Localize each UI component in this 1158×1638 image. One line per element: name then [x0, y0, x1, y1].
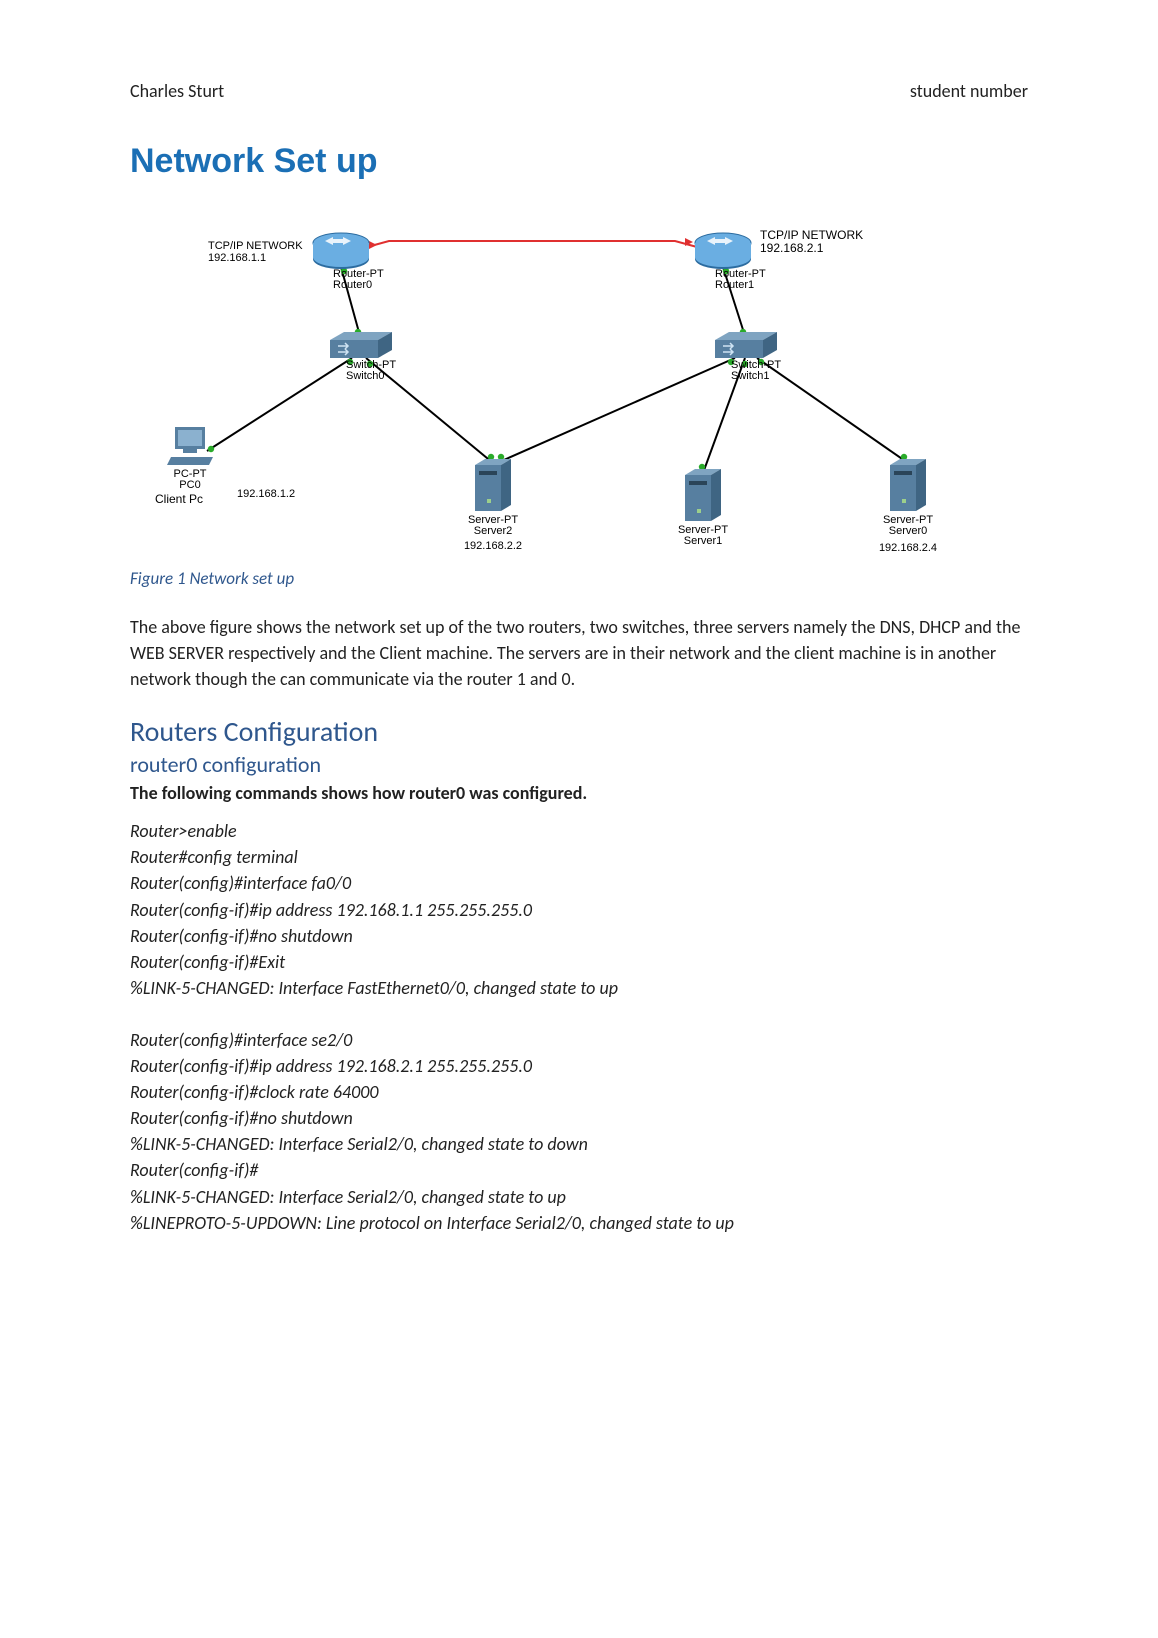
config-block-2: Router(config)#interface se2/0Router(con…: [130, 1027, 1028, 1236]
svg-text:Server0: Server0: [889, 525, 928, 537]
subsection-heading: router0 configuration: [130, 751, 1028, 778]
config-line: %LINK-5-CHANGED: Interface Serial2/0, ch…: [130, 1184, 1028, 1210]
config-line: Router(config-if)#no shutdown: [130, 923, 1028, 949]
page-title: Network Set up: [130, 142, 1028, 181]
svg-text:192.168.2.1: 192.168.2.1: [760, 241, 824, 255]
config-line: Router(config-if)#clock rate 64000: [130, 1079, 1028, 1105]
config-line: Router(config)#interface se2/0: [130, 1027, 1028, 1053]
config-line: %LINEPROTO-5-UPDOWN: Line protocol on In…: [130, 1210, 1028, 1236]
config-line: Router(config-if)#Exit: [130, 949, 1028, 975]
config-line: Router(config-if)#ip address 192.168.1.1…: [130, 897, 1028, 923]
page-header: Charles Sturt student number: [130, 80, 1028, 102]
svg-text:Router1: Router1: [715, 279, 754, 291]
config-spacer: [130, 1001, 1028, 1027]
config-intro: The following commands shows how router0…: [130, 782, 1028, 804]
figure-1: TCP/IP NETWORK192.168.1.1TCP/IP NETWORK1…: [130, 211, 1028, 589]
svg-text:192.168.1.1: 192.168.1.1: [208, 252, 266, 264]
config-line: Router(config-if)#ip address 192.168.2.1…: [130, 1053, 1028, 1079]
config-line: Router>enable: [130, 818, 1028, 844]
network-diagram: TCP/IP NETWORK192.168.1.1TCP/IP NETWORK1…: [130, 211, 1025, 556]
header-right: student number: [910, 80, 1028, 102]
config-block-1: Router>enableRouter#config terminalRoute…: [130, 818, 1028, 1001]
svg-text:Server1: Server1: [684, 535, 723, 547]
intro-paragraph: The above figure shows the network set u…: [130, 614, 1028, 692]
svg-text:Router0: Router0: [333, 279, 372, 291]
config-line: %LINK-5-CHANGED: Interface Serial2/0, ch…: [130, 1131, 1028, 1157]
config-line: Router(config-if)#: [130, 1157, 1028, 1183]
config-line: Router#config terminal: [130, 844, 1028, 870]
page: Charles Sturt student number Network Set…: [0, 0, 1158, 1638]
svg-text:192.168.2.4: 192.168.2.4: [879, 542, 937, 554]
svg-text:Client Pc: Client Pc: [155, 492, 203, 506]
svg-text:TCP/IP NETWORK: TCP/IP NETWORK: [760, 228, 863, 242]
svg-text:192.168.2.2: 192.168.2.2: [464, 540, 522, 552]
svg-text:Switch0: Switch0: [346, 370, 385, 382]
svg-text:Server2: Server2: [474, 525, 513, 537]
svg-text:192.168.1.2: 192.168.1.2: [237, 488, 295, 500]
figure-caption: Figure 1 Network set up: [130, 568, 1028, 589]
svg-text:PC0: PC0: [179, 479, 200, 491]
config-line: %LINK-5-CHANGED: Interface FastEthernet0…: [130, 975, 1028, 1001]
svg-text:TCP/IP NETWORK: TCP/IP NETWORK: [208, 240, 303, 252]
config-line: Router(config)#interface fa0/0: [130, 870, 1028, 896]
section-heading: Routers Configuration: [130, 714, 1028, 749]
config-line: Router(config-if)#no shutdown: [130, 1105, 1028, 1131]
svg-text:192.168.2.3: 192.168.2.3: [674, 555, 732, 556]
svg-text:Switch1: Switch1: [731, 370, 770, 382]
header-left: Charles Sturt: [130, 80, 224, 102]
